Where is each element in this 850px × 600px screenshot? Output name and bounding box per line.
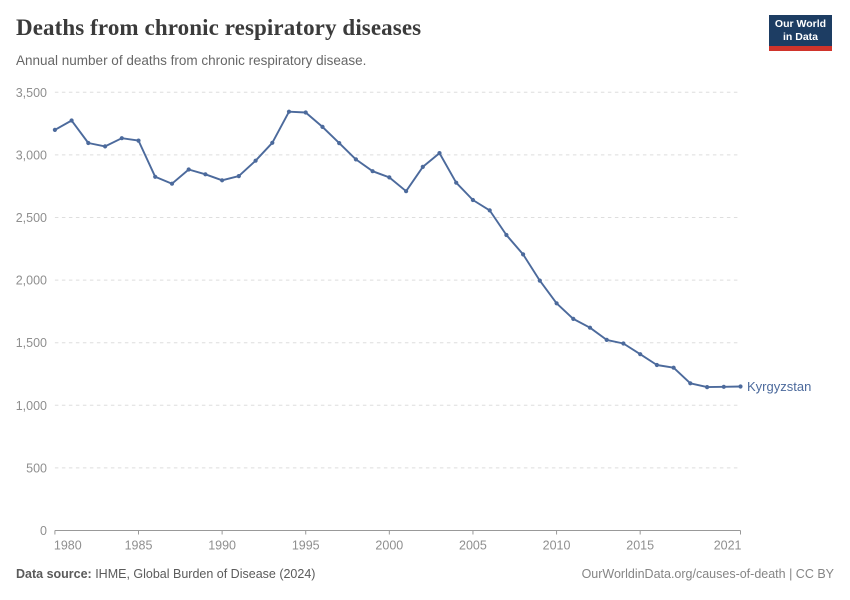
x-tick-label: 2015 [626, 539, 654, 553]
data-point-marker [320, 124, 325, 129]
data-point-marker [270, 140, 275, 145]
data-point-marker [286, 109, 292, 114]
data-point-marker [69, 118, 74, 123]
data-point-marker [337, 141, 342, 146]
data-point-marker [705, 385, 710, 390]
data-point-marker [587, 325, 593, 330]
x-tick-label: 2005 [459, 539, 487, 553]
series-line [53, 110, 742, 389]
x-tick-label: 1985 [125, 539, 153, 553]
data-point-marker [554, 301, 559, 306]
data-point-marker [537, 278, 542, 283]
data-point-marker [404, 189, 409, 194]
data-source-note: Data source: IHME, Global Burden of Dise… [16, 567, 315, 581]
chart-subtitle: Annual number of deaths from chronic res… [16, 52, 367, 68]
data-point-marker [487, 208, 492, 213]
data-point-marker [186, 167, 191, 172]
data-point-marker [103, 144, 108, 149]
data-point-marker [86, 140, 91, 146]
data-point-marker [638, 352, 643, 357]
gridlines [54, 91, 741, 531]
x-tick-label: 1980 [54, 539, 82, 553]
y-tick-label: 2,000 [16, 274, 47, 288]
data-point-marker [437, 151, 442, 156]
x-axis: 1980 1985 1990 1995 2000 2005 2010 2015 2021 [54, 530, 742, 553]
data-point-marker [688, 381, 693, 386]
owid-logo: Our World in Data [769, 15, 832, 51]
y-tick-label: 2,500 [16, 211, 47, 225]
data-point-marker [454, 180, 459, 185]
owid-logo-line2: in Data [782, 31, 818, 43]
series-entity-label: Kyrgyzstan [747, 379, 811, 394]
data-point-marker [119, 136, 124, 141]
data-point-marker [420, 164, 425, 169]
data-point-marker [370, 169, 375, 174]
series-kyrgyzstan: Kyrgyzstan [52, 109, 811, 394]
data-point-marker [303, 110, 308, 115]
data-point-marker [738, 384, 743, 389]
data-point-marker [470, 197, 475, 203]
data-point-marker [571, 316, 576, 321]
data-point-marker [153, 174, 158, 179]
data-point-marker [353, 157, 358, 162]
y-tick-label: 3,000 [16, 148, 47, 162]
data-point-marker [136, 138, 141, 143]
data-source-text: IHME, Global Burden of Disease (2024) [91, 567, 316, 581]
chart-footer: Data source: IHME, Global Burden of Dise… [16, 567, 834, 581]
data-point-marker [504, 232, 509, 238]
owid-logo-line1: Our World [774, 18, 827, 30]
data-point-marker [621, 341, 626, 346]
data-point-marker [671, 365, 676, 370]
data-point-marker [220, 178, 225, 183]
data-point-marker [387, 175, 392, 180]
y-axis-labels: 0 500 1,000 1,500 2,000 2,500 3,000 3,500 [16, 86, 47, 538]
page-title: Deaths from chronic respiratory diseases [16, 15, 422, 40]
data-point-marker [253, 158, 258, 163]
data-point-marker [604, 337, 609, 342]
license-credit: OurWorldinData.org/causes-of-death | CC … [581, 567, 834, 581]
y-tick-label: 1,000 [16, 399, 47, 413]
data-source-label: Data source: [16, 567, 92, 581]
data-point-marker [236, 174, 241, 179]
x-tick-label: 2021 [714, 539, 742, 553]
y-tick-label: 500 [26, 461, 47, 475]
x-tick-label: 2000 [375, 539, 403, 553]
data-point-marker [721, 384, 726, 389]
chart-header: Deaths from chronic respiratory diseases… [16, 14, 750, 69]
x-tick-label: 1995 [292, 539, 320, 553]
x-tick-label: 2010 [543, 539, 571, 553]
data-point-marker [169, 181, 175, 186]
owid-logo-text: Our World in Data [769, 15, 832, 46]
data-point-marker [203, 172, 208, 177]
y-tick-label: 3,500 [16, 86, 47, 100]
x-tick-label: 1990 [208, 539, 236, 553]
data-point-marker [52, 127, 58, 132]
y-tick-label: 0 [40, 524, 47, 538]
owid-logo-accent-bar [769, 46, 832, 51]
y-tick-label: 1,500 [16, 336, 47, 350]
data-point-marker [654, 362, 660, 368]
data-point-marker [521, 252, 526, 257]
